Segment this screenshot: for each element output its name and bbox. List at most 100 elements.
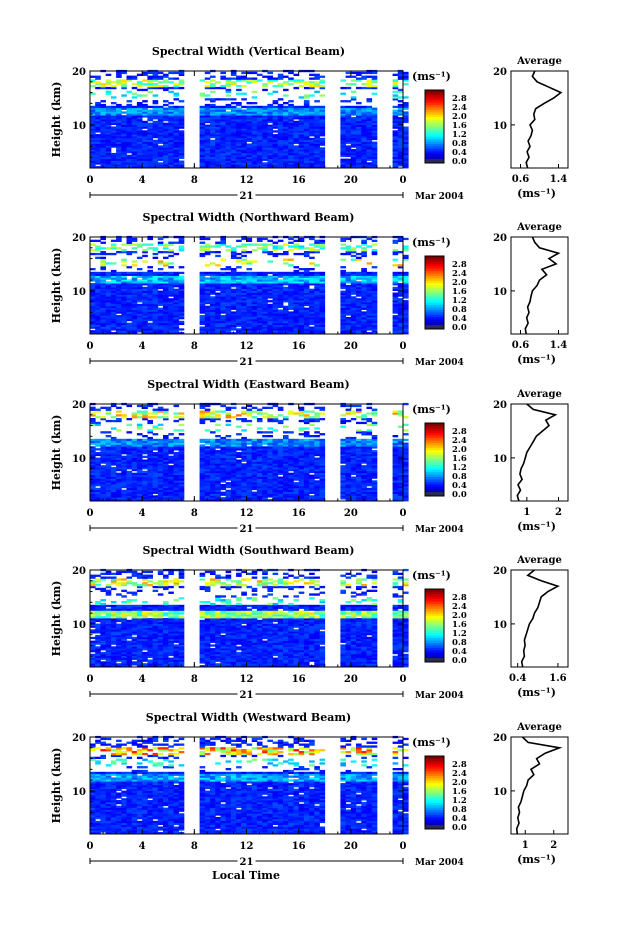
heatmap-cell [131,151,138,154]
heatmap-cell [397,156,404,159]
heatmap-cell [131,251,138,254]
heatmap-cell [105,309,112,312]
heatmap-cell [204,115,211,118]
heatmap-cell [371,292,378,295]
heatmap-cell [272,247,279,250]
heatmap-cell [116,237,122,241]
heatmap-cell [309,81,315,84]
heatmap-cell [236,300,242,303]
heatmap-cell [95,467,101,470]
heatmap-cell [345,145,352,148]
heatmap-cell [199,105,206,109]
heatmap-cell [110,285,117,288]
heatmap-cell [105,457,112,460]
heatmap-cell [147,86,153,90]
heatmap-cell [131,311,138,314]
heatmap-cell [256,147,263,150]
heatmap-cell [100,431,106,434]
heatmap-cell [116,139,122,142]
heatmap-cell [215,277,221,280]
heatmap-cell [168,283,174,286]
heatmap-cell [136,273,143,276]
heatmap-cell [272,162,279,165]
heatmap-cell [215,281,221,284]
heatmap-cell [241,85,247,88]
heatmap-cell [262,122,268,125]
heatmap-cell [220,298,226,301]
heatmap-cell [199,119,206,122]
heatmap-cell [225,273,232,276]
heatmap-cell [314,307,320,310]
heatmap-cell [199,301,206,305]
heatmap-cell [220,317,226,320]
heatmap-cell [403,320,409,324]
heatmap-cell [298,126,305,129]
heatmap-cell [142,162,148,165]
heatmap-cell [121,158,127,161]
heatmap-cell [356,252,362,256]
heatmap-cell [199,326,206,329]
heatmap-cell [121,258,127,261]
heatmap-cell [116,311,122,314]
heatmap-cell [345,141,352,144]
heatmap-cell [303,277,310,280]
heatmap-cell [288,77,294,80]
heatmap-cell [215,324,221,327]
heatmap-cell [136,102,143,105]
heatmap-cell [110,269,117,273]
heatmap-cell [241,251,247,254]
heatmap-cell [225,268,232,271]
colorbar [424,255,445,330]
heatmap-cell [110,463,117,466]
heatmap-cell [340,119,346,122]
heatmap-cell [215,300,221,303]
heatmap-cell [277,135,284,139]
heatmap-cell [152,330,159,333]
heatmap-cell [350,152,357,156]
heatmap-cell [361,152,367,156]
heatmap-cell [178,81,185,84]
heatmap-cell [340,305,346,308]
heatmap-cell [152,77,159,80]
heatmap-cell [105,311,112,314]
heatmap-cell [288,111,294,114]
heatmap-cell [110,467,117,470]
heatmap-cell [241,258,247,261]
avg-x-tick-label: 1.4 [550,340,567,351]
heatmap-cell [215,152,221,156]
heatmap-cell [350,258,357,261]
heatmap-cell [105,453,112,457]
heatmap-cell [142,448,148,451]
heatmap-cell [371,281,378,284]
heatmap-cell [303,322,310,325]
heatmap-cell [157,260,164,263]
heatmap-cell [173,455,180,458]
heatmap-cell [361,311,367,314]
heatmap-cell [230,73,237,76]
heatmap-cell [288,145,294,148]
heatmap-cell [163,328,169,331]
heatmap-cell [163,450,169,453]
heatmap-cell [131,446,138,449]
heatmap-cell [392,164,399,167]
heatmap-cell [283,126,289,129]
heatmap-cell [319,117,326,120]
heatmap-cell [241,117,247,120]
heatmap-cell [283,156,289,159]
heatmap-cell [173,478,180,481]
heatmap-cell [121,457,127,460]
heatmap-cell [230,300,237,303]
heatmap-cell [147,164,153,167]
heatmap-cell [283,152,289,156]
heatmap-cell [371,303,378,307]
heatmap-cell [283,117,289,120]
heatmap-cell [340,130,346,133]
heatmap-cell [105,474,112,477]
heatmap-cell [215,137,221,141]
heatmap-cell [283,294,289,297]
heatmap-cell [319,313,326,316]
heatmap-cell [350,303,357,307]
heatmap-cell [220,149,226,152]
heatmap-cell [371,309,378,312]
heatmap-cell [210,288,216,291]
